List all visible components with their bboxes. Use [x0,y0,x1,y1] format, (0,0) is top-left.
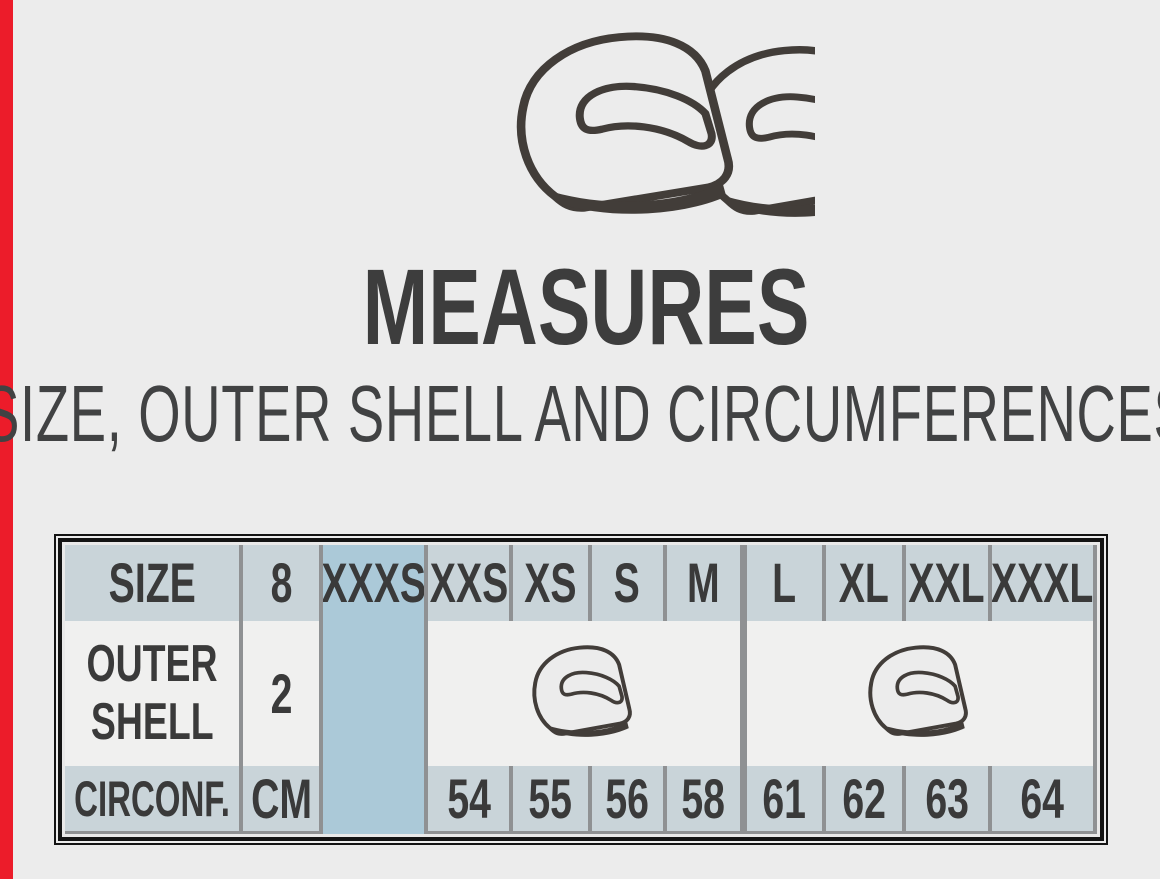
size-chart-table: SIZE 8 XXXS XXS XS S M L XL XXL XXXL [54,534,1108,845]
shell-group-1-cell [424,620,740,767]
size-cell-s: S [587,545,663,621]
shell-row-label-line: SHELL [90,693,214,752]
size-cell-m: M [662,545,740,621]
circ-cell-xxxs-highlight [319,766,425,834]
size-label: XL [838,551,889,615]
size-chart-grid: SIZE 8 XXXS XXS XS S M L XL XXL XXXL [65,545,1097,834]
size-label: XXS [429,551,509,615]
shell-row-label-cell: OUTER SHELL [65,620,240,767]
size-cell-xxl: XXL [901,545,988,621]
circ-cell-xxxl: 64 [987,766,1097,834]
helmet-icon [526,642,642,744]
circ-cell-m: 58 [662,766,740,834]
page-title-wrap: MEASURES [13,246,1160,367]
circ-unit-cell: CM [239,766,320,834]
size-label: M [686,551,720,615]
size-label: XXXL [991,551,1094,615]
helmet-icon [862,642,978,744]
shell-row-label-line: OUTER [86,635,218,694]
circ-cell-xl: 62 [821,766,902,834]
circ-value: 62 [841,767,886,831]
size-cell-xxxs: XXXS [319,545,425,621]
page-subtitle: SIZE, OUTER SHELL AND CIRCUMFERENCES [0,369,1160,458]
circ-value: 64 [1020,767,1065,831]
circ-value: 56 [605,767,649,831]
size-cell-xxs: XXS [424,545,510,621]
size-cell-xxxl: XXXL [987,545,1097,621]
size-label: XXXS [321,551,425,615]
shell-group-2-cell [739,620,1097,767]
circ-cell-s: 56 [587,766,663,834]
circ-value: 61 [762,767,806,831]
size-count-cell: 8 [239,545,320,621]
shell-cell-xxxs-highlight [319,620,425,767]
accent-stripe [0,0,13,879]
size-cell-l: L [739,545,822,621]
size-row-label-cell: SIZE [65,545,240,621]
circ-value: 63 [925,767,969,831]
page-subtitle-wrap: SIZE, OUTER SHELL AND CIRCUMFERENCES [0,369,1160,458]
circ-row-label: CIRCONF. [74,770,231,827]
size-row-label: SIZE [108,551,196,615]
shell-count: 2 [270,661,293,725]
circ-cell-xxs: 54 [424,766,510,834]
size-cell-xs: XS [509,545,588,621]
circ-value: 55 [528,767,573,831]
size-label: S [613,551,641,615]
circ-value: 58 [681,767,725,831]
circ-row-label-cell: CIRCONF. [65,766,240,834]
circ-unit: CM [250,767,312,831]
page-title: MEASURES [363,245,810,367]
size-label: XS [524,551,577,615]
circ-cell-xs: 55 [509,766,588,834]
circ-cell-l: 61 [739,766,822,834]
size-cell-xl: XL [821,545,902,621]
size-count: 8 [270,551,293,615]
size-label: L [772,551,797,615]
two-helmets-icon [383,24,815,220]
circ-value: 54 [447,767,491,831]
circ-cell-xxl: 63 [901,766,988,834]
shell-count-cell: 2 [239,620,320,767]
size-label: XXL [908,551,985,615]
